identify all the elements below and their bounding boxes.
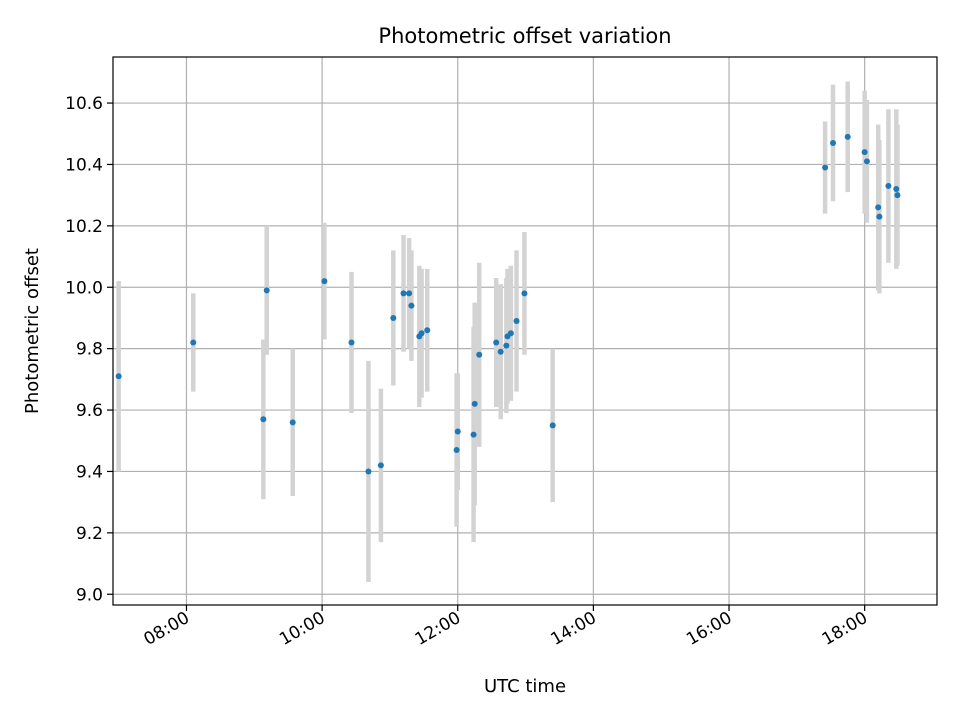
y-tick-label: 10.4 — [65, 155, 103, 175]
x-axis-label: UTC time — [484, 676, 566, 697]
data-point — [507, 330, 514, 337]
data-point — [513, 318, 520, 325]
data-point — [497, 348, 504, 355]
data-point — [861, 149, 868, 156]
x-tick-label: 10:00 — [276, 608, 328, 650]
data-point — [822, 164, 829, 171]
x-tick-label: 12:00 — [412, 608, 464, 650]
data-point — [260, 416, 267, 423]
data-point — [830, 139, 837, 146]
plot-frame — [112, 56, 938, 606]
data-point — [190, 339, 197, 346]
data-point — [476, 351, 483, 358]
data-point — [418, 330, 425, 337]
data-point — [321, 278, 328, 285]
x-tick-label: 18:00 — [819, 608, 871, 650]
x-tick-label: 08:00 — [141, 608, 193, 650]
data-point — [893, 186, 900, 193]
y-tick-label: 9.0 — [76, 585, 103, 605]
x-tick-label: 14:00 — [547, 608, 599, 650]
data-point — [521, 290, 528, 297]
data-point — [471, 400, 478, 407]
data-point — [263, 287, 270, 294]
data-points — [115, 133, 901, 475]
data-point — [390, 314, 397, 321]
error-bars — [116, 81, 900, 582]
x-tick-label: 16:00 — [683, 608, 735, 650]
y-tick-label: 9.6 — [76, 401, 103, 421]
data-point — [408, 302, 415, 309]
y-tick-label: 10.0 — [65, 278, 103, 298]
data-point — [406, 290, 413, 297]
data-point — [377, 462, 384, 469]
data-point — [875, 204, 882, 211]
y-tick-label: 10.6 — [65, 94, 103, 114]
y-axis-label: Photometric offset — [22, 248, 43, 414]
data-point — [885, 182, 892, 189]
chart-title: Photometric offset variation — [378, 24, 671, 48]
data-point — [493, 339, 500, 346]
y-tick-label: 9.2 — [76, 524, 103, 544]
y-tick-label: 9.8 — [76, 340, 103, 360]
data-point — [470, 431, 477, 438]
data-point — [424, 327, 431, 334]
data-point — [400, 290, 407, 297]
data-point — [348, 339, 355, 346]
data-point — [453, 446, 460, 453]
y-tick-label: 10.2 — [65, 217, 103, 237]
data-point — [365, 468, 372, 475]
data-point — [454, 428, 461, 435]
data-point — [876, 213, 883, 220]
data-point — [549, 422, 556, 429]
data-point — [894, 192, 901, 199]
data-point — [503, 342, 510, 349]
data-point — [844, 133, 851, 140]
data-point — [289, 419, 296, 426]
data-point — [863, 158, 870, 165]
y-tick-label: 9.4 — [76, 462, 103, 482]
data-point — [115, 373, 122, 380]
